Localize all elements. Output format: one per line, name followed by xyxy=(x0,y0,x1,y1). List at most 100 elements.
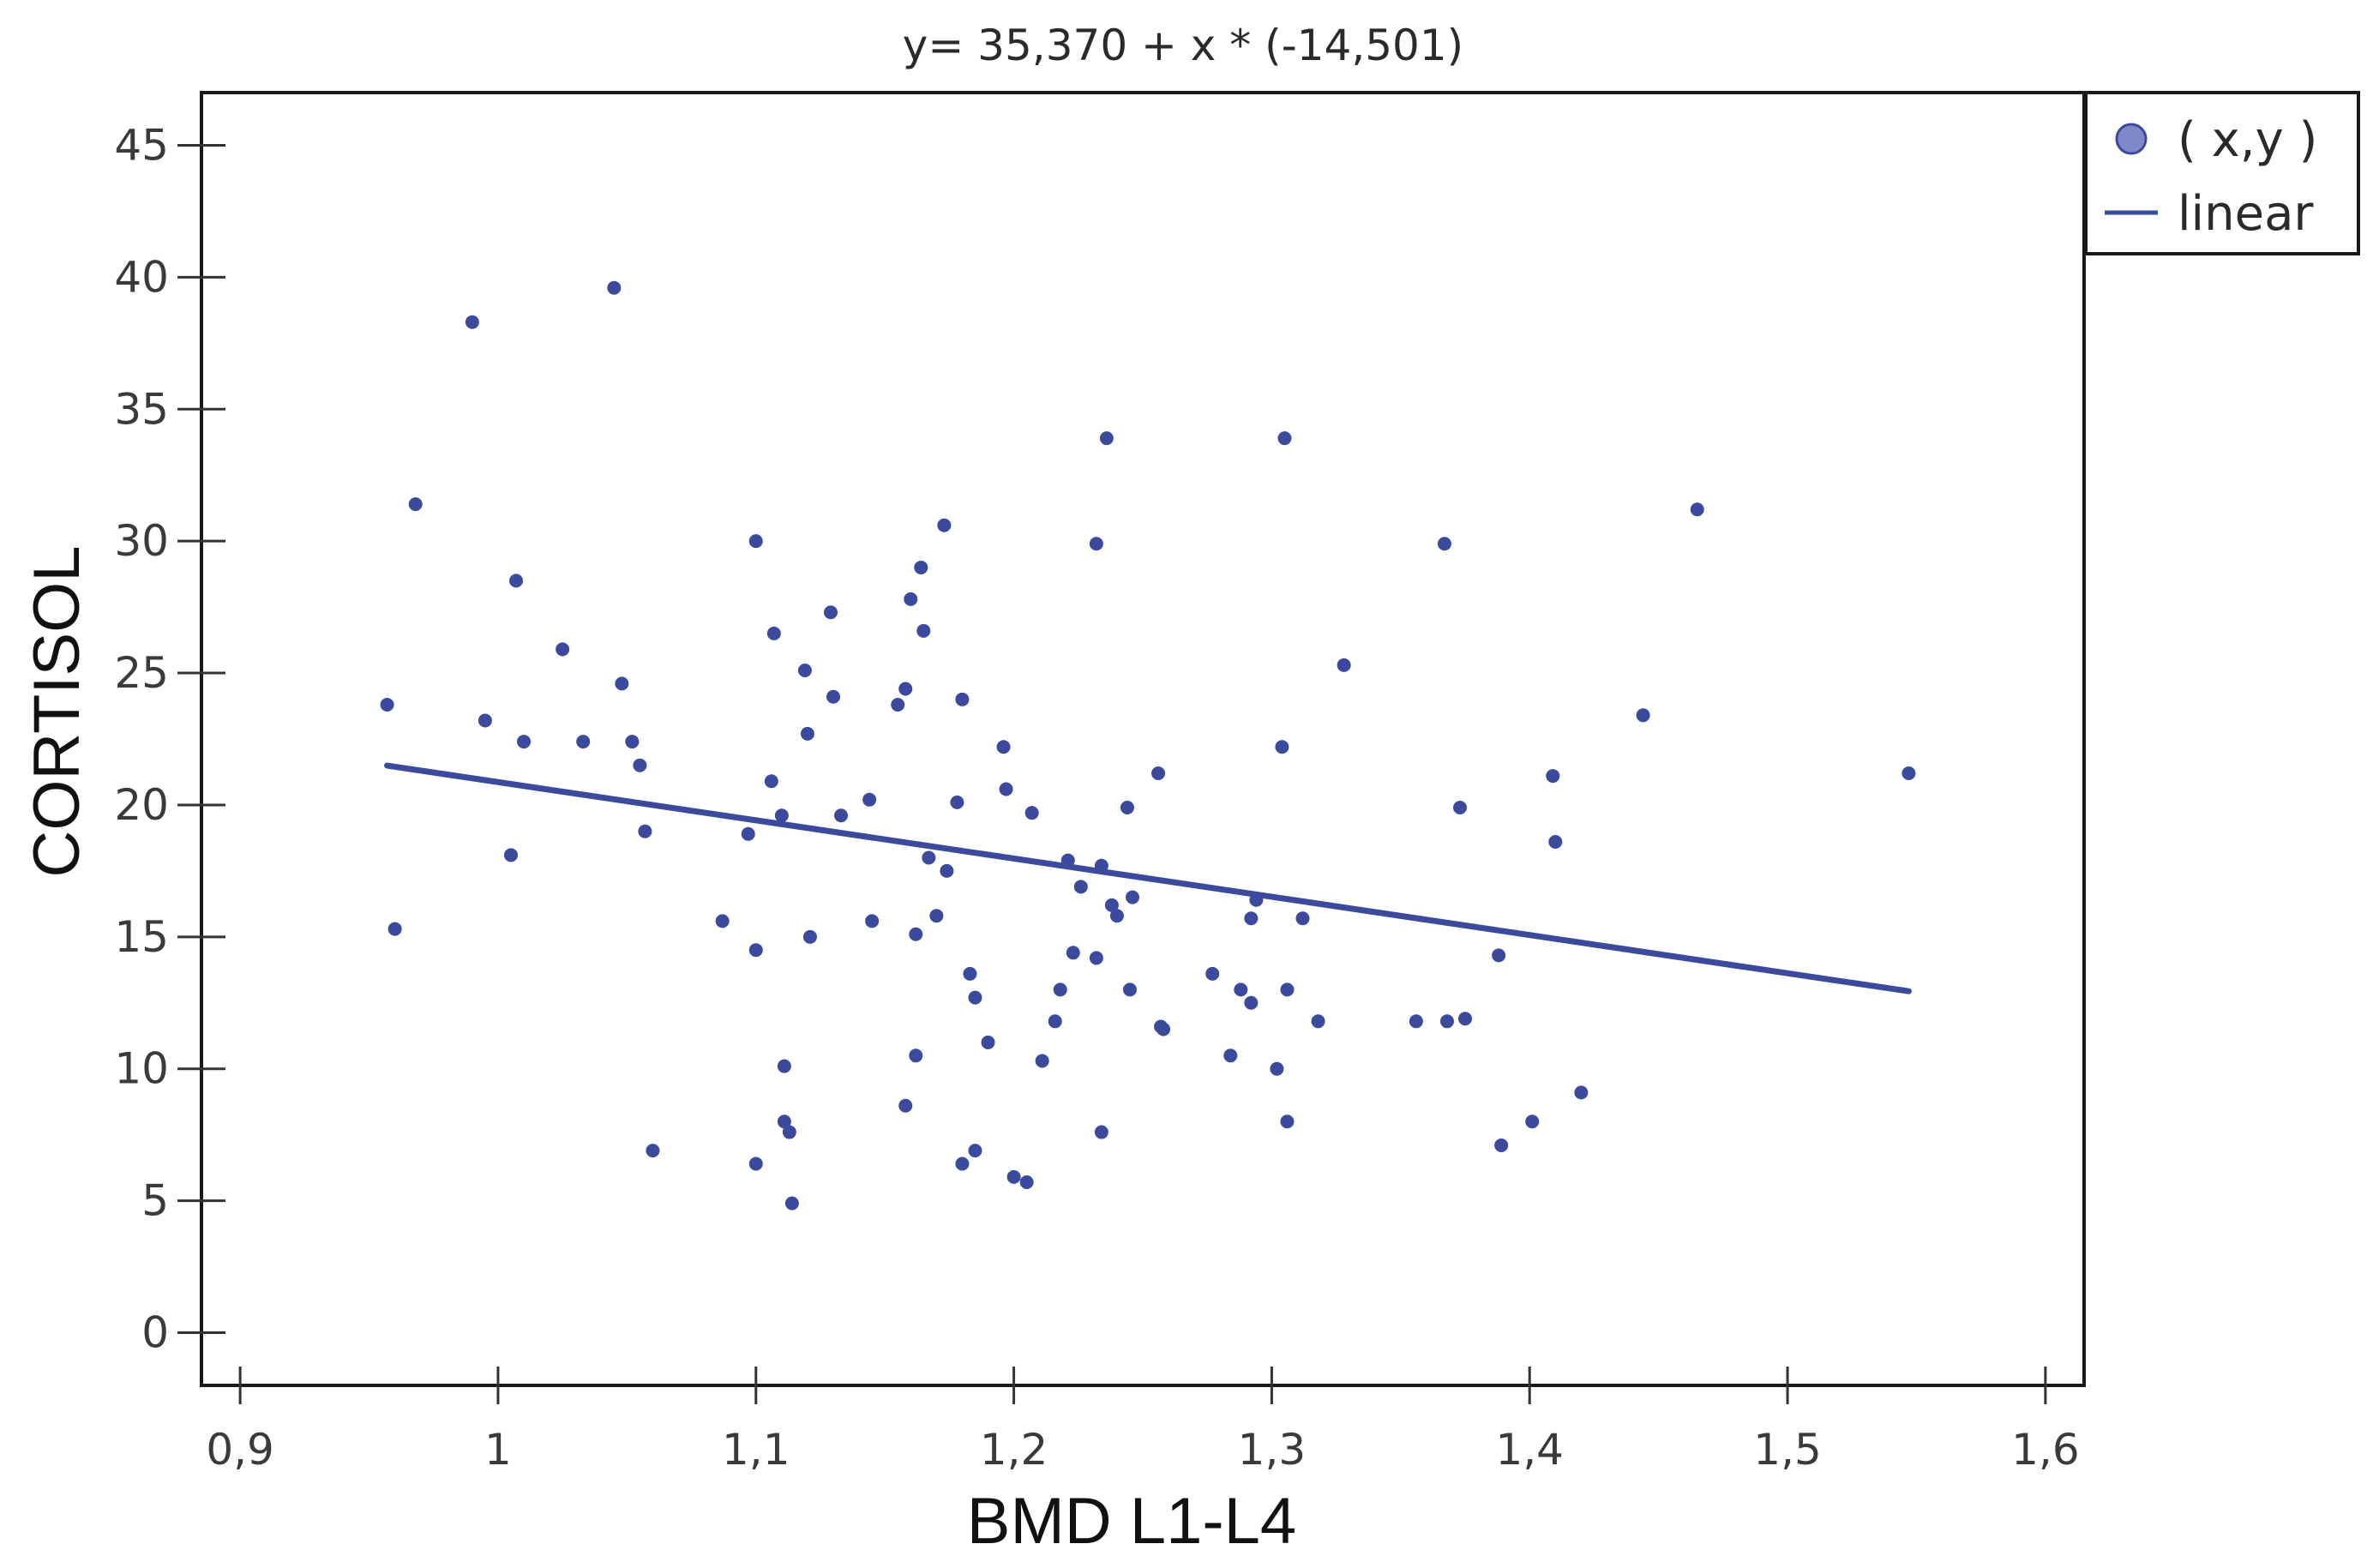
y-tick-label: 20 xyxy=(114,780,169,830)
data-point xyxy=(1205,966,1220,981)
data-point xyxy=(1120,801,1134,815)
data-point xyxy=(1548,835,1563,850)
data-point xyxy=(646,1144,660,1158)
y-axis: 0 5 10 15 20 25 30 35 40 45 xyxy=(114,121,225,1357)
data-point xyxy=(1048,1014,1062,1029)
data-point xyxy=(478,713,492,728)
data-point xyxy=(826,689,841,704)
data-point xyxy=(615,676,629,691)
data-point xyxy=(1280,1114,1295,1129)
data-point xyxy=(1099,431,1114,446)
data-point xyxy=(898,682,913,696)
data-point xyxy=(380,697,394,712)
data-point xyxy=(955,1156,970,1171)
data-point xyxy=(1244,911,1259,926)
data-point xyxy=(940,863,954,878)
data-point xyxy=(748,1156,763,1171)
data-point xyxy=(1089,537,1103,551)
data-point xyxy=(1094,1125,1108,1139)
data-point xyxy=(824,605,838,620)
y-tick-label: 35 xyxy=(114,384,169,434)
data-point xyxy=(625,735,640,749)
data-point xyxy=(922,850,936,865)
data-point xyxy=(774,808,789,823)
data-point xyxy=(1270,1061,1284,1076)
y-axis-title: CORTISOL xyxy=(21,545,93,877)
data-point xyxy=(607,280,622,295)
data-point xyxy=(1066,946,1080,960)
data-point xyxy=(1690,502,1704,517)
data-point xyxy=(797,663,812,677)
data-point xyxy=(1525,1114,1540,1129)
data-point xyxy=(800,726,814,741)
data-point xyxy=(1409,1014,1423,1029)
data-point xyxy=(1019,1175,1034,1190)
legend-label-line: linear xyxy=(2178,186,2314,242)
data-point xyxy=(556,642,570,657)
data-point xyxy=(1053,982,1067,997)
y-tick-label: 10 xyxy=(114,1044,169,1094)
data-point xyxy=(909,1048,923,1063)
x-tick-label: 1,2 xyxy=(980,1425,1048,1475)
y-tick-label: 30 xyxy=(114,516,169,566)
data-point xyxy=(1901,766,1916,781)
data-point xyxy=(950,795,964,809)
data-point xyxy=(1089,951,1103,965)
data-point xyxy=(741,826,755,841)
data-point xyxy=(916,623,931,638)
data-point xyxy=(748,534,763,549)
x-axis: 0,9 1 1,1 1,2 1,3 1,4 1,5 1,6 xyxy=(206,1367,2080,1475)
data-point xyxy=(1280,982,1295,997)
data-point xyxy=(929,909,944,923)
data-point xyxy=(1439,1014,1454,1029)
data-point xyxy=(1437,537,1451,551)
y-tick-label: 40 xyxy=(114,252,169,302)
x-tick-label: 1,4 xyxy=(1495,1425,1564,1475)
data-point xyxy=(1492,948,1506,963)
data-point xyxy=(1295,911,1310,926)
data-point xyxy=(633,758,647,772)
data-point xyxy=(1109,909,1124,923)
data-point xyxy=(981,1035,995,1049)
data-point xyxy=(1244,995,1259,1010)
data-point xyxy=(862,792,877,807)
data-point xyxy=(1453,801,1468,815)
data-point xyxy=(904,592,918,606)
x-tick-label: 1,5 xyxy=(1753,1425,1822,1475)
data-point xyxy=(1073,880,1088,894)
data-point xyxy=(1006,1169,1021,1184)
data-point xyxy=(898,1098,913,1113)
data-point xyxy=(777,1059,791,1073)
plot-area xyxy=(200,91,2086,1387)
data-point xyxy=(1156,1022,1171,1036)
x-tick-label: 1,6 xyxy=(2011,1425,2080,1475)
data-point xyxy=(1494,1138,1509,1152)
data-point xyxy=(766,626,781,640)
data-points xyxy=(380,280,1916,1211)
data-point xyxy=(777,1114,791,1129)
y-tick-label: 45 xyxy=(114,121,169,171)
data-point xyxy=(865,914,880,928)
y-tick-label: 25 xyxy=(114,648,169,698)
data-point xyxy=(1035,1054,1049,1068)
data-point xyxy=(1277,431,1292,446)
data-point xyxy=(465,315,479,329)
data-point xyxy=(517,735,532,749)
chart-title: y= 35,370 + x * (-14,501) xyxy=(903,21,1463,70)
legend-label-points: ( x,y ) xyxy=(2178,112,2317,168)
data-point xyxy=(1122,982,1137,997)
data-point xyxy=(834,808,849,823)
regression-lines xyxy=(384,762,1912,994)
data-point xyxy=(764,774,778,789)
data-point xyxy=(408,497,423,512)
data-point xyxy=(784,1196,799,1211)
data-point xyxy=(1574,1085,1589,1100)
y-tick-label: 15 xyxy=(114,912,169,962)
data-point xyxy=(1151,766,1166,781)
x-tick-label: 0,9 xyxy=(206,1425,274,1475)
data-point xyxy=(1275,740,1289,754)
x-tick-label: 1 xyxy=(484,1425,512,1475)
data-point xyxy=(963,966,977,981)
data-point xyxy=(782,1125,796,1139)
data-point xyxy=(503,848,518,862)
